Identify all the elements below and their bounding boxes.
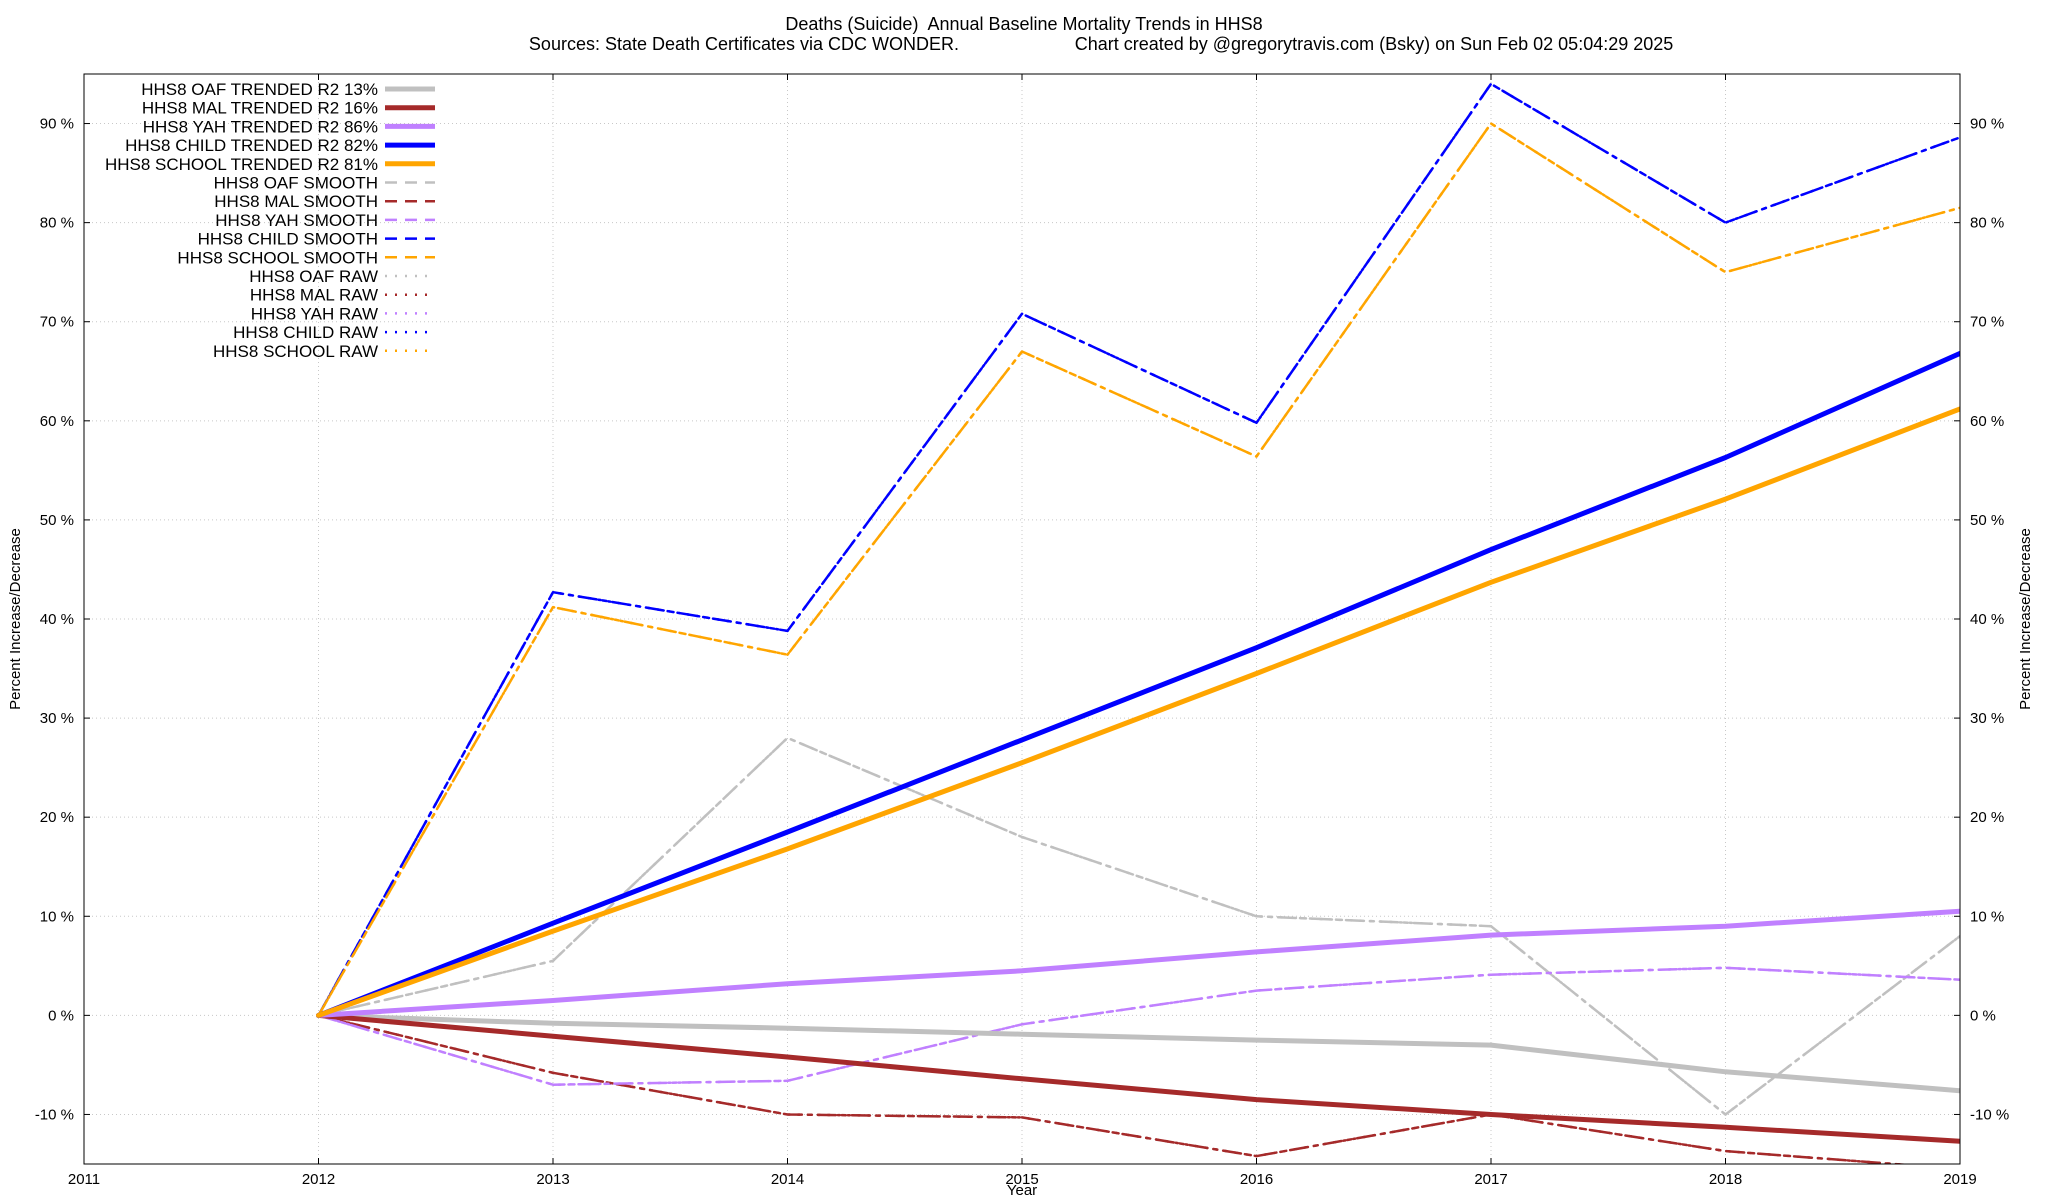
- series-line-child-trend: [316, 350, 1960, 1018]
- y2-tick-label: 40 %: [1970, 611, 2004, 628]
- series-line-oaf-smooth: [317, 736, 1960, 1116]
- legend-label: HHS8 OAF RAW: [249, 267, 378, 286]
- axis-ticks: 2011 2012 2013 2014 2015 2016 2017 2018 2019 -10 …: [35, 74, 2009, 1188]
- y-axis-title: Percent Increase/Decrease: [7, 528, 24, 710]
- legend-label: HHS8 SCHOOL SMOOTH: [177, 248, 378, 267]
- x-tick-label: 2018: [1709, 1171, 1742, 1188]
- series-line-yah-trend: [316, 908, 1960, 1018]
- legend-label: HHS8 OAF TRENDED R2 13%: [141, 80, 378, 99]
- y-tick-label: 50 %: [40, 512, 74, 529]
- series-line-school-trend: [316, 406, 1960, 1018]
- chart-sources: Sources: State Death Certificates via CD…: [528, 34, 960, 54]
- series-line-school-raw: [317, 122, 1960, 1017]
- legend-label: HHS8 MAL RAW: [250, 286, 378, 305]
- x-tick-label: 2011: [68, 1171, 100, 1188]
- x-tick-label: 2014: [771, 1171, 804, 1188]
- y2-tick-label: 60 %: [1970, 413, 2004, 430]
- y-tick-label: 80 %: [40, 215, 74, 232]
- series-layer: [316, 82, 1960, 1164]
- legend-label: HHS8 CHILD RAW: [233, 323, 378, 342]
- legend-label: HHS8 YAH SMOOTH: [215, 211, 378, 230]
- x-tick-label: 2016: [1240, 1171, 1273, 1188]
- y2-tick-label: 80 %: [1970, 215, 2004, 232]
- chart-title: Deaths (Suicide) Annual Baseline Mortali…: [785, 14, 1263, 34]
- y-tick-label: 40 %: [40, 611, 74, 628]
- y-tick-label: 90 %: [40, 116, 74, 133]
- legend-label: HHS8 MAL TRENDED R2 16%: [142, 99, 378, 118]
- x-tick-label: 2019: [1943, 1171, 1976, 1188]
- chart-credit: Chart created by @gregorytravis.com (Bsk…: [1074, 34, 1674, 54]
- legend-label: HHS8 CHILD TRENDED R2 82%: [125, 136, 378, 155]
- y2-tick-label: 30 %: [1970, 710, 2004, 727]
- series-line-yah-smooth: [317, 966, 1960, 1086]
- y2-tick-label: 10 %: [1970, 908, 2004, 925]
- x-tick-label: 2017: [1474, 1171, 1507, 1188]
- y2-tick-label: 90 %: [1970, 116, 2004, 133]
- y-tick-label: -10 %: [35, 1106, 74, 1123]
- y-tick-label: 60 %: [40, 413, 74, 430]
- y2-tick-label: -10 %: [1970, 1106, 2009, 1123]
- y2-tick-label: 0 %: [1970, 1007, 1996, 1024]
- legend: HHS8 OAF TRENDED R2 13%HHS8 MAL TRENDED …: [105, 80, 435, 361]
- legend-label: HHS8 SCHOOL TRENDED R2 81%: [105, 155, 378, 174]
- y-tick-label: 70 %: [40, 314, 74, 331]
- series-line-mal-smooth: [317, 1014, 1911, 1164]
- series-line-oaf-trend: [316, 1012, 1960, 1094]
- y2-axis-title: Percent Increase/Decrease: [2017, 528, 2034, 710]
- legend-label: HHS8 MAL SMOOTH: [214, 192, 378, 211]
- x-axis-title: Year: [1007, 1182, 1037, 1199]
- x-tick-label: 2012: [302, 1171, 335, 1188]
- series-line-mal-trend: [316, 1012, 1960, 1144]
- series-line-school-smooth: [317, 122, 1960, 1017]
- y-tick-label: 30 %: [40, 710, 74, 727]
- legend-label: HHS8 YAH TRENDED R2 86%: [143, 117, 378, 136]
- y2-tick-label: 70 %: [1970, 314, 2004, 331]
- y-tick-label: 0 %: [48, 1007, 74, 1024]
- y-tick-label: 10 %: [40, 908, 74, 925]
- series-line-yah-raw: [317, 966, 1960, 1086]
- legend-label: HHS8 SCHOOL RAW: [213, 342, 378, 361]
- legend-label: HHS8 OAF SMOOTH: [214, 174, 378, 193]
- x-tick-label: 2015: [1005, 1171, 1038, 1188]
- y2-tick-label: 20 %: [1970, 809, 2004, 826]
- legend-label: HHS8 YAH RAW: [251, 304, 378, 323]
- series-line-child-smooth: [317, 82, 1960, 1017]
- y2-tick-label: 50 %: [1970, 512, 2004, 529]
- legend-label: HHS8 CHILD SMOOTH: [198, 230, 378, 249]
- y-tick-label: 20 %: [40, 809, 74, 826]
- x-tick-label: 2013: [536, 1171, 569, 1188]
